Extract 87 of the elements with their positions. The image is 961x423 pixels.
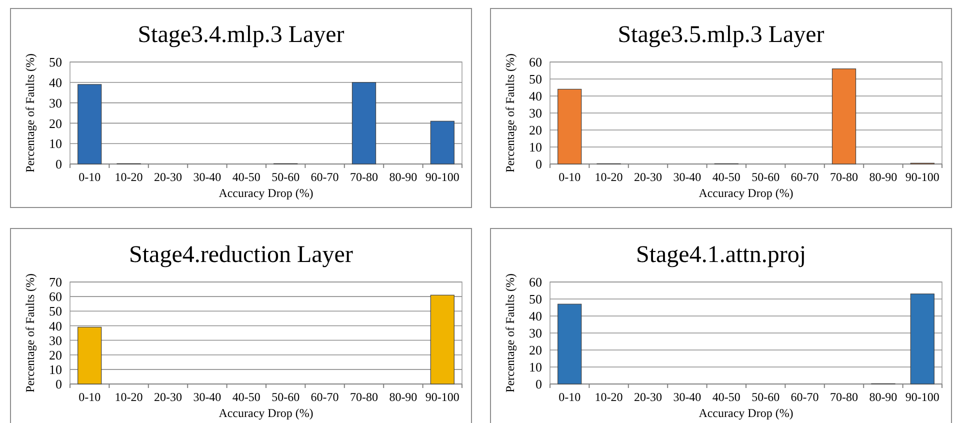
- y-tick-label: 40: [529, 88, 542, 104]
- x-tick-label: 30-40: [193, 170, 222, 184]
- x-axis-title: Accuracy Drop (%): [218, 406, 314, 420]
- y-tick-label: 0: [536, 156, 542, 172]
- y-tick-label: 10: [49, 362, 62, 377]
- x-tick-label: 70-80: [830, 390, 858, 404]
- x-tick-label: 40-50: [712, 170, 740, 184]
- y-tick-label: 20: [529, 122, 542, 138]
- x-tick-label: 60-70: [310, 390, 339, 404]
- x-tick-label: 20-30: [154, 390, 182, 404]
- y-tick-label: 0: [56, 376, 62, 392]
- x-tick-label: 30-40: [673, 390, 702, 404]
- bar: [558, 88, 582, 164]
- bar: [832, 68, 856, 164]
- x-tick-label: 90-100: [905, 390, 940, 404]
- x-tick-label: 30-40: [193, 390, 222, 404]
- x-tick-label: 50-60: [752, 390, 780, 404]
- y-tick-label: 20: [529, 342, 542, 358]
- x-tick-label: 30-40: [673, 170, 702, 184]
- y-tick-label: 10: [49, 136, 62, 152]
- y-tick-label: 50: [529, 72, 542, 87]
- y-tick-label: 0: [536, 376, 542, 392]
- y-axis-title: Percentage of Faults (%): [23, 274, 37, 392]
- y-tick-label: 60: [49, 289, 62, 304]
- y-tick-label: 10: [529, 140, 542, 155]
- x-tick-label: 40-50: [232, 390, 260, 404]
- bar: [430, 120, 454, 164]
- x-tick-label: 20-30: [154, 170, 182, 184]
- x-tick-label: 20-30: [634, 170, 662, 184]
- chart-title: Stage4.reduction Layer: [129, 242, 353, 268]
- y-tick-label: 40: [49, 74, 62, 90]
- y-tick-label: 50: [49, 54, 62, 70]
- x-tick-label: 50-60: [752, 170, 780, 184]
- x-tick-label: 60-70: [790, 170, 819, 184]
- chart-title: Stage3.4.mlp.3 Layer: [138, 22, 344, 48]
- x-tick-label: 0-10: [558, 170, 581, 184]
- x-tick-label: 90-100: [425, 390, 460, 404]
- chart-title: Stage4.1.attn.proj: [636, 242, 806, 268]
- x-tick-label: 60-70: [790, 390, 819, 404]
- x-tick-label: 70-80: [350, 170, 378, 184]
- x-axis-title: Accuracy Drop (%): [698, 406, 794, 420]
- bar: [910, 294, 934, 384]
- x-tick-label: 10-20: [594, 170, 623, 184]
- y-tick-label: 30: [49, 95, 62, 110]
- y-tick-label: 20: [49, 347, 62, 362]
- y-tick-label: 30: [529, 326, 542, 341]
- y-axis-title: Percentage of Faults (%): [503, 54, 517, 172]
- bar: [558, 304, 582, 384]
- x-tick-label: 80-90: [869, 390, 898, 404]
- x-tick-label: 80-90: [389, 170, 418, 184]
- y-axis-title: Percentage of Faults (%): [503, 274, 517, 392]
- x-tick-label: 20-30: [634, 390, 662, 404]
- x-tick-label: 50-60: [272, 390, 300, 404]
- x-tick-label: 90-100: [425, 170, 460, 184]
- x-tick-label: 10-20: [594, 390, 623, 404]
- x-tick-label: 0-10: [78, 390, 101, 404]
- x-tick-label: 70-80: [350, 390, 378, 404]
- bar: [352, 82, 376, 164]
- x-axis-title: Accuracy Drop (%): [218, 186, 314, 200]
- y-tick-label: 50: [49, 304, 62, 319]
- x-tick-label: 50-60: [272, 170, 300, 184]
- x-tick-label: 90-100: [905, 170, 940, 184]
- y-tick-label: 30: [529, 106, 542, 121]
- y-tick-label: 40: [49, 318, 62, 334]
- x-tick-label: 40-50: [232, 170, 260, 184]
- y-tick-label: 60: [529, 274, 542, 290]
- x-tick-label: 0-10: [78, 170, 101, 184]
- y-tick-label: 20: [49, 116, 62, 131]
- chart-title: Stage3.5.mlp.3 Layer: [618, 22, 824, 48]
- y-tick-label: 60: [529, 54, 542, 70]
- bar: [78, 84, 102, 164]
- y-tick-label: 70: [49, 274, 62, 290]
- x-tick-label: 10-20: [114, 390, 143, 404]
- x-tick-label: 80-90: [389, 390, 418, 404]
- x-tick-label: 80-90: [869, 170, 898, 184]
- y-tick-label: 30: [49, 332, 62, 348]
- y-tick-label: 0: [56, 156, 62, 172]
- x-tick-label: 70-80: [830, 170, 858, 184]
- y-tick-label: 40: [529, 308, 542, 324]
- x-tick-label: 60-70: [310, 170, 339, 184]
- x-axis-title: Accuracy Drop (%): [698, 186, 794, 200]
- x-tick-label: 0-10: [558, 390, 581, 404]
- x-tick-label: 40-50: [712, 390, 740, 404]
- y-tick-label: 10: [529, 360, 542, 375]
- y-axis-title: Percentage of Faults (%): [23, 54, 37, 172]
- y-tick-label: 50: [529, 292, 542, 307]
- x-tick-label: 10-20: [114, 170, 143, 184]
